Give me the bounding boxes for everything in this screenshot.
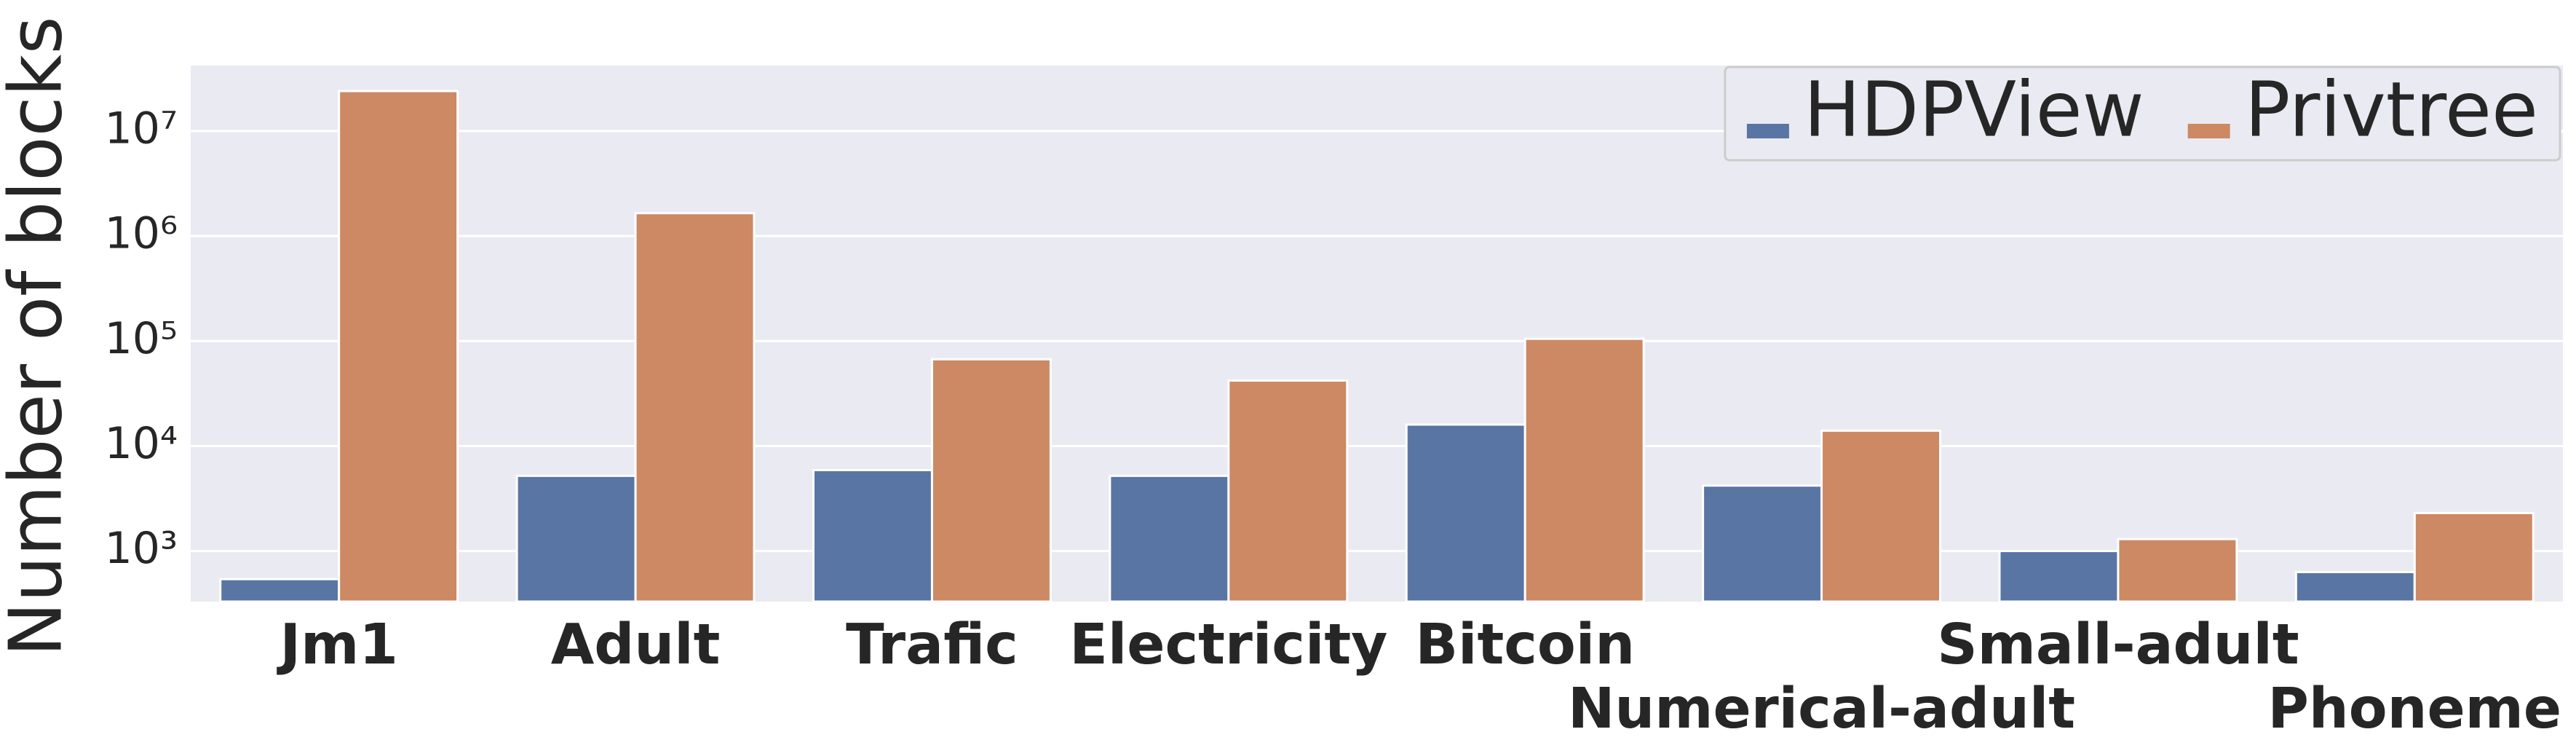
bar — [1405, 423, 1526, 603]
y-tick-label: 10⁷ — [105, 103, 178, 154]
y-axis-label: Number of blocks — [0, 16, 78, 656]
x-tick-label: Numerical-adult — [1568, 677, 2075, 741]
bar — [515, 474, 637, 603]
bar — [1109, 474, 1230, 603]
bar — [930, 358, 1052, 603]
legend: HDPView Privtree — [1724, 65, 2561, 162]
legend-box — [1724, 66, 2561, 162]
bar — [2413, 511, 2535, 603]
legend-swatch — [1746, 124, 1789, 138]
x-tick-label: Jm1 — [276, 613, 397, 677]
x-tick-label: Small-adult — [1937, 613, 2299, 677]
bar — [1820, 429, 1942, 603]
bar — [2294, 571, 2416, 603]
x-tick-label: Electricity — [1069, 613, 1387, 677]
y-tick-label: 10⁵ — [105, 313, 178, 364]
y-tick-label: 10⁶ — [105, 208, 178, 259]
bar — [1998, 550, 2120, 603]
legend-item: Privtree — [2187, 65, 2538, 154]
legend-item: HDPView — [1746, 65, 2144, 154]
bar — [219, 578, 341, 603]
legend-label: Privtree — [2245, 65, 2538, 154]
x-tick-label: Phoneme — [2267, 677, 2561, 741]
legend-swatch — [2187, 124, 2230, 138]
bar — [338, 90, 459, 603]
legend-label: HDPView — [1804, 65, 2144, 154]
bar — [634, 212, 756, 603]
y-tick-label: 10⁴ — [105, 418, 178, 469]
bar — [2117, 538, 2238, 603]
bar — [1227, 379, 1349, 603]
bar — [1702, 484, 1823, 603]
y-tick-label: 10³ — [105, 523, 178, 574]
bar — [812, 468, 933, 603]
x-tick-label: Bitcoin — [1415, 613, 1635, 677]
x-tick-label: Adult — [551, 613, 721, 677]
x-tick-label: Trafic — [846, 613, 1018, 677]
bar — [1523, 337, 1645, 603]
